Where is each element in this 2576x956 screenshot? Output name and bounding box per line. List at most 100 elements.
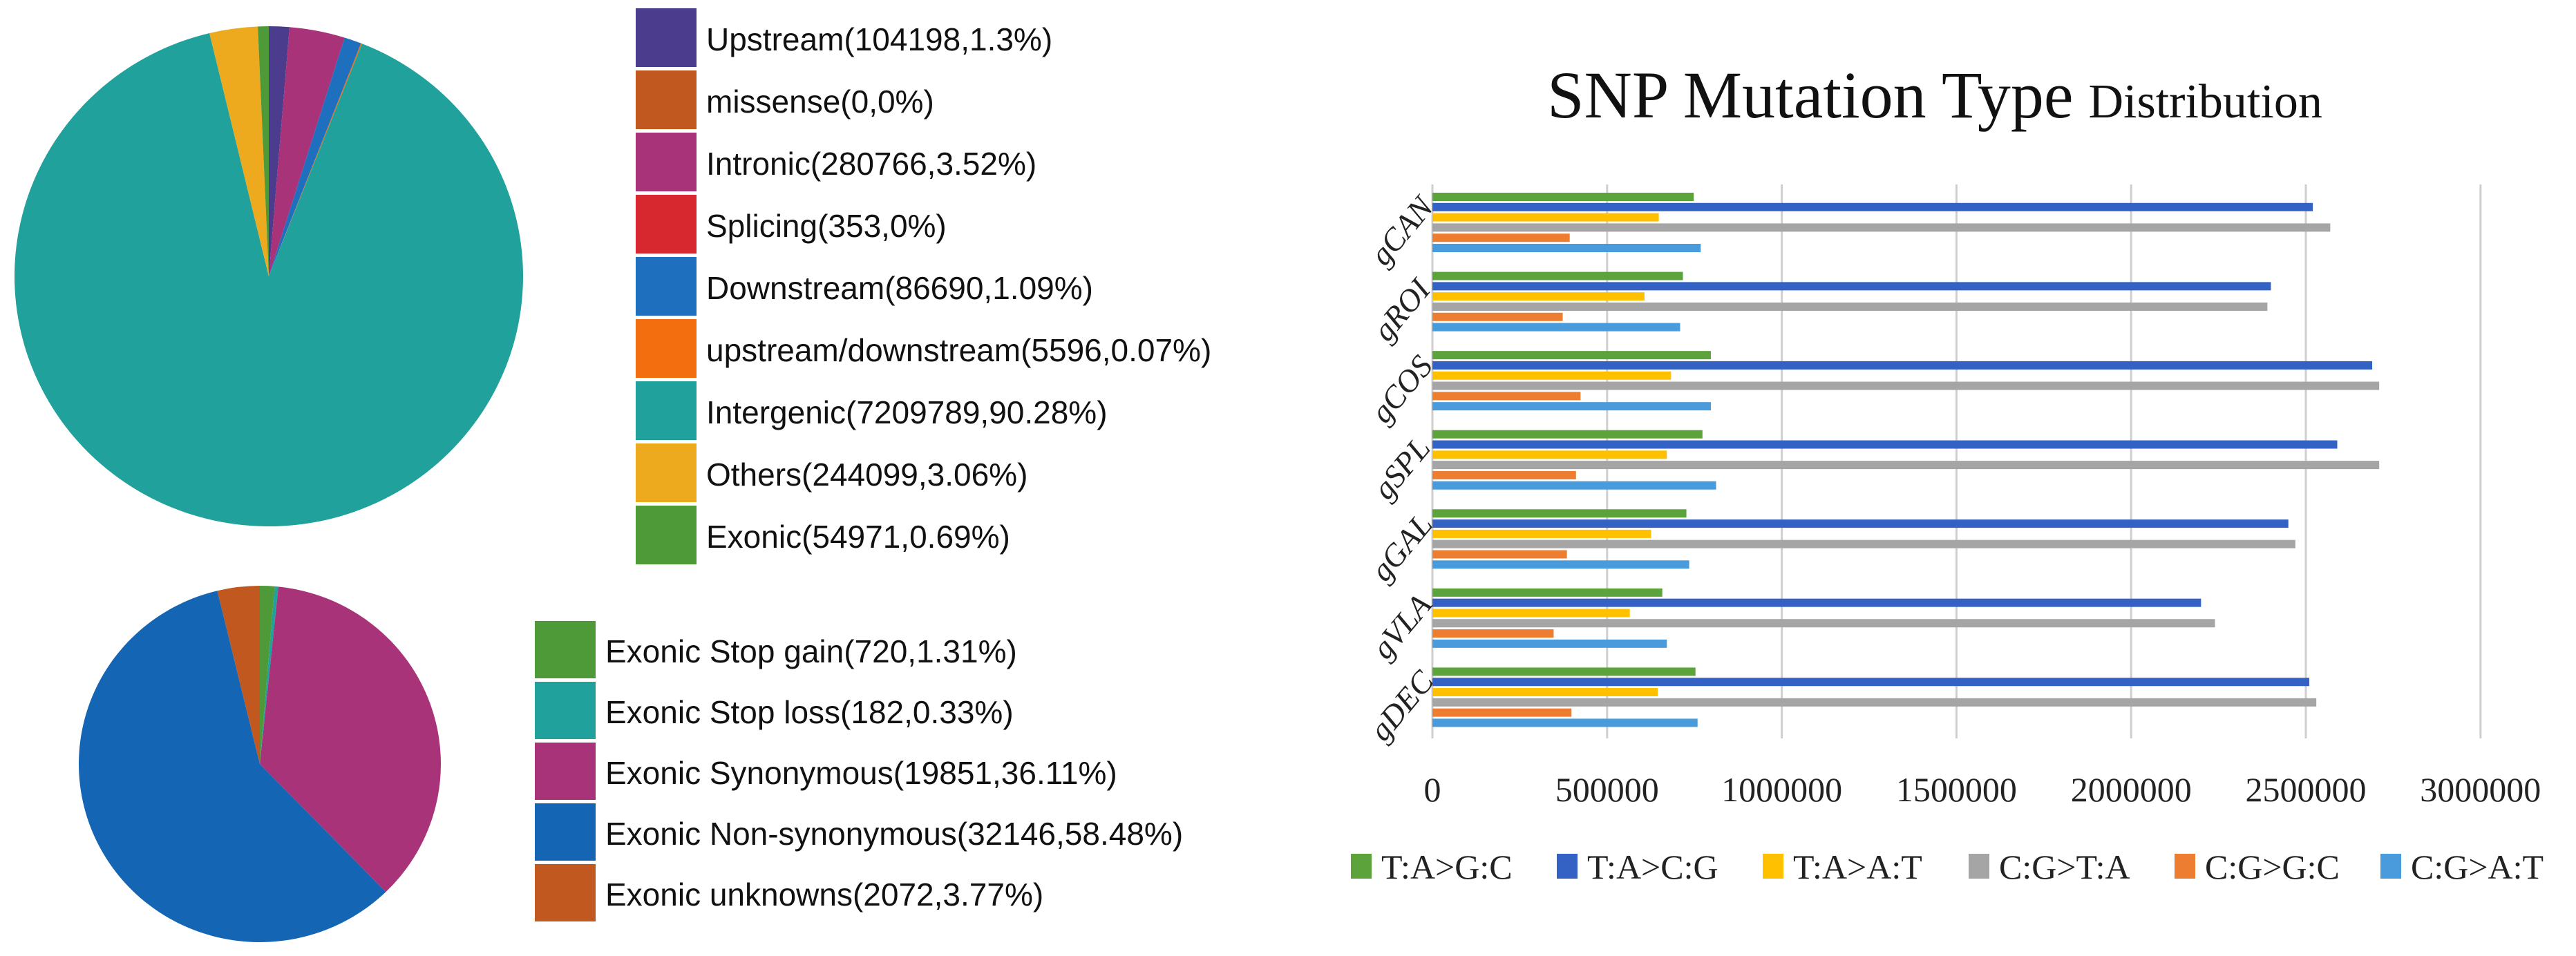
bar-legend: T:A>G:C T:A>C:G T:A>A:T C:G>T:A C:G>G:C C:G>A… — [1351, 848, 2544, 886]
bar-gGAL-T:A>C:G — [1432, 519, 2289, 528]
legend-swatch — [535, 682, 596, 739]
bar-gDEC-C:G>G:C — [1432, 708, 1572, 717]
bar-gGAL-C:G>G:C — [1432, 550, 1567, 559]
legend-label: Intergenic(7209789,90.28%) — [706, 394, 1108, 430]
bar-gCOS-T:A>A:T — [1432, 371, 1671, 380]
legend-swatch — [535, 864, 596, 921]
x-tick-label: 1500000 — [1896, 770, 2017, 809]
legend-label: T:A>C:G — [1587, 848, 1718, 886]
pie-slice-others — [209, 26, 269, 276]
legend-swatch — [2380, 854, 2401, 879]
x-axis-ticks: 0 500000 1000000 1500000 2000000 2500000 30000… — [1424, 770, 2541, 809]
legend-swatch — [636, 133, 697, 191]
legend-swatch — [636, 319, 697, 378]
bar-gVLA-C:G>T:A — [1432, 619, 2215, 628]
legend-label: missense(0,0%) — [706, 84, 934, 120]
bars — [1432, 193, 2380, 727]
pie-slice-downstream — [269, 37, 361, 277]
legend-swatch — [636, 195, 697, 254]
legend-swatch — [2175, 854, 2195, 879]
bar-gCAN-T:A>A:T — [1432, 213, 1659, 222]
bar-gSPL-T:A>C:G — [1432, 440, 2338, 449]
legend-swatch — [636, 8, 697, 67]
bar-gDEC-C:G>A:T — [1432, 718, 1698, 727]
bar-gDEC-C:G>T:A — [1432, 698, 2317, 707]
bar-gSPL-C:G>G:C — [1432, 470, 1576, 479]
bar-gCAN-T:A>C:G — [1432, 202, 2313, 211]
bar-gVLA-T:A>G:C — [1432, 588, 1663, 597]
pie-slice-exonic-unknowns — [217, 586, 260, 764]
category-label: gCAN — [1363, 189, 1441, 272]
pie-slice-upstream — [269, 26, 290, 276]
bar-gCOS-T:A>G:C — [1432, 351, 1711, 360]
legend-label: C:G>T:A — [1999, 848, 2130, 886]
legend-swatch — [1351, 854, 1372, 879]
snp-mutation-bar-chart: SNP Mutation Type Distribution 0 500000 10… — [1351, 58, 2544, 886]
legend-swatch — [535, 743, 596, 800]
legend-label: Exonic Stop gain(720,1.31%) — [605, 633, 1017, 669]
legend-label: Splicing(353,0%) — [706, 208, 947, 244]
legend-label: T:A>G:C — [1381, 848, 1513, 886]
pie-slice-exonic-stop-gain — [260, 586, 275, 764]
category-label: gROI — [1366, 271, 1439, 347]
legend-swatch — [636, 70, 697, 129]
bar-gCAN-T:A>G:C — [1432, 193, 1694, 201]
exonic-effect-pie — [79, 586, 441, 942]
pie-slice-intergenic — [15, 33, 524, 526]
bar-gCOS-C:G>G:C — [1432, 392, 1581, 401]
legend-label: Exonic unknowns(2072,3.77%) — [605, 877, 1043, 912]
pie-slice-exonic — [258, 26, 269, 276]
legend-swatch — [1557, 854, 1578, 879]
legend-label: Downstream(86690,1.09%) — [706, 270, 1093, 306]
x-tick-label: 0 — [1424, 770, 1441, 809]
chart-title-sub: Distribution — [2088, 75, 2322, 128]
legend-swatch — [1969, 854, 1989, 879]
pie-slice-intronic — [269, 27, 345, 276]
legend-swatch — [535, 803, 596, 861]
bar-gVLA-C:G>G:C — [1432, 629, 1554, 638]
bar-gCAN-C:G>G:C — [1432, 233, 1570, 242]
bar-gROI-T:A>C:G — [1432, 282, 2271, 291]
legend-label: Exonic(54971,0.69%) — [706, 519, 1010, 555]
x-tick-label: 2500000 — [2246, 770, 2367, 809]
bar-gROI-T:A>G:C — [1432, 271, 1683, 280]
legend-swatch — [636, 381, 697, 440]
legend-swatch — [636, 443, 697, 502]
bar-gROI-C:G>A:T — [1432, 323, 1680, 332]
exonic-effect-legend: Exonic Stop gain(720,1.31%) Exonic Stop l… — [535, 621, 1183, 921]
legend-label: Exonic Synonymous(19851,36.11%) — [605, 755, 1117, 791]
bar-gROI-T:A>A:T — [1432, 292, 1645, 301]
legend-label: Exonic Stop loss(182,0.33%) — [605, 694, 1014, 730]
bar-gVLA-T:A>C:G — [1432, 598, 2201, 607]
legend-label: Others(244099,3.06%) — [706, 457, 1027, 493]
bar-gROI-C:G>T:A — [1432, 302, 2268, 311]
bar-gCOS-C:G>A:T — [1432, 402, 1711, 411]
bar-gGAL-T:A>A:T — [1432, 529, 1651, 538]
legend-label: C:G>A:T — [2411, 848, 2544, 886]
bar-gCAN-C:G>A:T — [1432, 244, 1701, 252]
bar-gCOS-T:A>C:G — [1432, 361, 2373, 370]
bar-gROI-C:G>G:C — [1432, 312, 1563, 321]
x-tick-label: 3000000 — [2420, 770, 2541, 809]
legend-label: Intronic(280766,3.52%) — [706, 146, 1036, 182]
bar-gDEC-T:A>A:T — [1432, 688, 1658, 697]
legend-swatch — [535, 621, 596, 678]
category-label: gGAL — [1363, 507, 1439, 588]
legend-label: T:A>A:T — [1793, 848, 1922, 886]
bar-gSPL-C:G>A:T — [1432, 481, 1716, 490]
chart-title: SNP Mutation Type Distribution — [1547, 58, 2322, 132]
category-label: gVLA — [1365, 587, 1439, 666]
category-label: gSPL — [1366, 430, 1437, 506]
bar-gSPL-C:G>T:A — [1432, 461, 2380, 470]
legend-swatch — [636, 506, 697, 564]
bar-gGAL-T:A>G:C — [1432, 509, 1687, 518]
legend-swatch — [636, 257, 697, 316]
pie-slice-exonic-synonymous — [260, 586, 441, 892]
bar-gDEC-T:A>G:C — [1432, 667, 1696, 676]
x-tick-label: 1000000 — [1721, 770, 1842, 809]
legend-label: C:G>G:C — [2205, 848, 2340, 886]
category-label: gCOS — [1363, 349, 1439, 430]
category-label: gDEC — [1363, 663, 1441, 747]
bar-gVLA-T:A>A:T — [1432, 609, 1630, 618]
